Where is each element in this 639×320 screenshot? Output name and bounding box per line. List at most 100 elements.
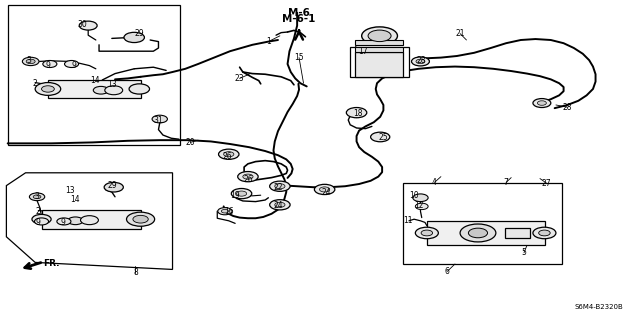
Circle shape [270, 181, 290, 191]
Circle shape [93, 86, 109, 94]
Circle shape [539, 230, 550, 236]
Text: 11: 11 [403, 216, 412, 225]
Text: 26: 26 [243, 175, 253, 184]
Text: 9: 9 [60, 218, 65, 227]
Text: 23: 23 [235, 74, 245, 83]
Circle shape [35, 218, 49, 225]
Text: 26: 26 [222, 152, 232, 161]
Text: 20: 20 [185, 138, 196, 147]
Circle shape [533, 99, 551, 108]
Circle shape [238, 172, 258, 182]
Text: 2: 2 [33, 79, 38, 88]
Circle shape [32, 214, 51, 224]
Text: 31: 31 [153, 116, 164, 124]
Text: 28: 28 [417, 56, 426, 65]
Bar [42, 210, 141, 229]
Text: 14: 14 [89, 76, 100, 84]
Text: 6: 6 [445, 267, 450, 276]
Text: 9: 9 [45, 61, 50, 70]
Circle shape [270, 200, 290, 210]
Text: 2: 2 [36, 207, 41, 216]
Text: 19: 19 [230, 191, 240, 200]
Circle shape [421, 230, 433, 236]
Text: 1: 1 [266, 37, 271, 46]
Text: 3: 3 [35, 192, 40, 201]
Bar [403, 183, 562, 264]
Text: 22: 22 [273, 183, 282, 192]
Circle shape [320, 187, 330, 192]
Text: 10: 10 [409, 191, 419, 200]
Circle shape [42, 86, 54, 92]
Bar [350, 47, 409, 77]
Circle shape [533, 227, 556, 239]
Text: 24: 24 [321, 188, 331, 197]
Text: 21: 21 [456, 29, 465, 38]
Bar [355, 40, 403, 45]
Bar [355, 47, 403, 52]
Text: M-6-1: M-6-1 [282, 14, 316, 24]
Circle shape [236, 191, 247, 196]
Circle shape [412, 57, 429, 66]
Circle shape [129, 84, 150, 94]
Text: 8: 8 [133, 268, 138, 277]
Circle shape [221, 209, 229, 213]
Circle shape [33, 195, 41, 199]
Text: 30: 30 [77, 20, 87, 29]
Bar [48, 80, 141, 98]
Circle shape [346, 108, 367, 118]
Circle shape [105, 86, 123, 95]
Text: S6M4-B2320B: S6M4-B2320B [574, 304, 623, 310]
Circle shape [81, 216, 98, 225]
Text: 15: 15 [294, 53, 304, 62]
Text: 29: 29 [134, 29, 144, 38]
Bar [8, 5, 180, 145]
Text: 18: 18 [353, 109, 362, 118]
Text: 27: 27 [541, 179, 551, 188]
Circle shape [35, 83, 61, 95]
Bar [427, 221, 545, 245]
Polygon shape [6, 173, 173, 269]
Text: 24: 24 [273, 201, 283, 210]
Text: M-6: M-6 [288, 8, 310, 18]
Text: 3: 3 [26, 56, 31, 65]
Text: 16: 16 [224, 207, 234, 216]
Text: 14: 14 [70, 195, 81, 204]
Circle shape [22, 57, 39, 66]
Text: 28: 28 [563, 103, 572, 112]
Circle shape [416, 59, 425, 64]
Circle shape [243, 174, 253, 179]
Circle shape [218, 208, 232, 215]
Bar [505, 228, 530, 238]
Circle shape [104, 182, 123, 192]
Circle shape [26, 59, 35, 64]
Circle shape [275, 202, 285, 207]
Circle shape [68, 217, 83, 225]
Text: 4: 4 [432, 178, 437, 187]
Circle shape [133, 215, 148, 223]
Circle shape [413, 194, 428, 202]
Circle shape [275, 184, 285, 189]
Text: 9: 9 [36, 218, 41, 227]
Circle shape [460, 224, 496, 242]
Circle shape [231, 188, 252, 199]
Circle shape [79, 21, 97, 30]
Circle shape [415, 203, 428, 210]
Text: FR.: FR. [43, 260, 59, 268]
Circle shape [224, 152, 234, 157]
Circle shape [415, 227, 438, 239]
Circle shape [314, 184, 335, 195]
Text: 13: 13 [65, 186, 75, 195]
Text: 12: 12 [414, 201, 423, 210]
Circle shape [43, 60, 57, 68]
Circle shape [371, 132, 390, 142]
Circle shape [29, 193, 45, 201]
Circle shape [57, 218, 71, 225]
Text: 13: 13 [107, 80, 117, 89]
Circle shape [219, 149, 239, 159]
Circle shape [127, 212, 155, 226]
Bar [355, 52, 403, 77]
Circle shape [468, 228, 488, 238]
Text: 17: 17 [358, 47, 368, 56]
Circle shape [124, 32, 144, 43]
Circle shape [368, 30, 391, 42]
